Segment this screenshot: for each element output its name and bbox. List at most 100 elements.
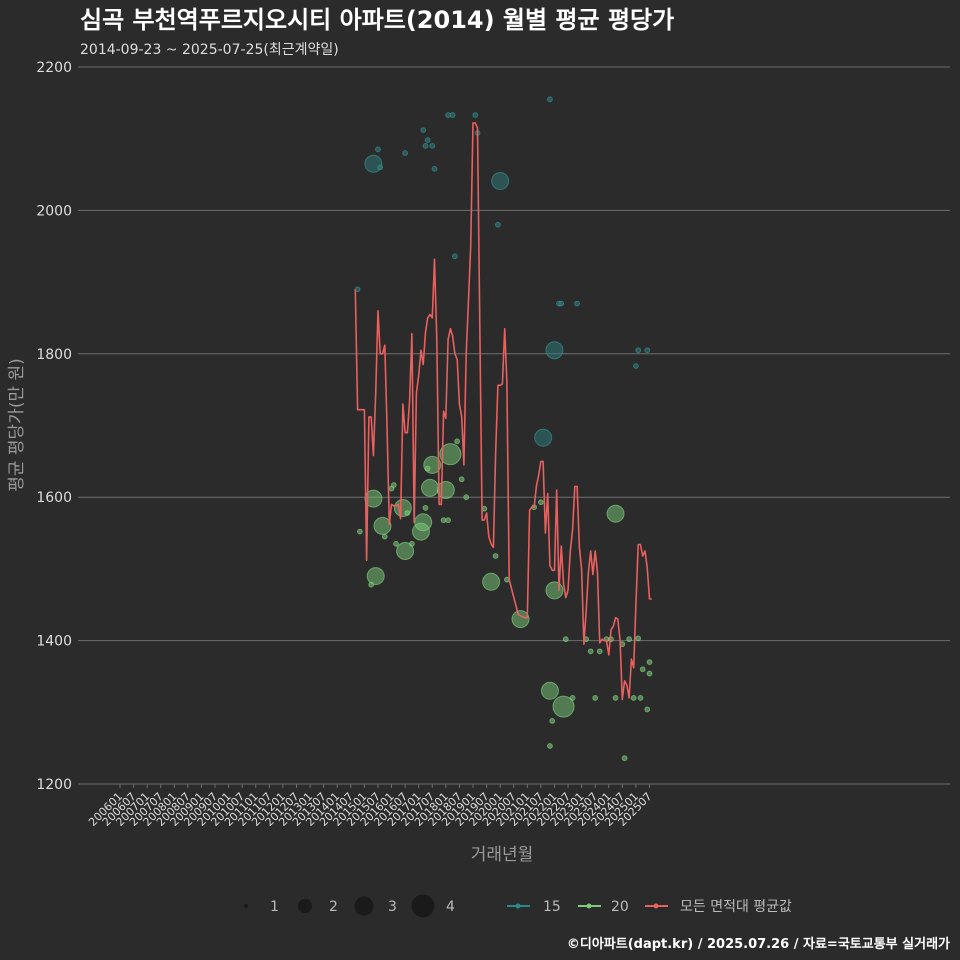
series-20-point (626, 636, 633, 643)
series-20-point (569, 695, 576, 701)
series-20-point (644, 706, 651, 713)
series-20-point (396, 541, 415, 560)
series-15-point (558, 300, 565, 307)
series-20-point (545, 581, 564, 600)
series-15-point (402, 150, 409, 156)
series-20-point (404, 510, 411, 516)
series-15-point (635, 347, 642, 354)
legend: 1 2 3 4 15 20 모든 면적대 평균값 (243, 894, 792, 918)
average-line (354, 122, 652, 701)
y-tick-label: 1600 (36, 490, 72, 506)
series-20-point (414, 513, 433, 532)
series-20-point (373, 516, 392, 535)
footer-credit: ©디아파트(dapt.kr) / 2025.07.26 / 자료=국토교통부 실… (567, 936, 950, 952)
series-15-point (420, 127, 427, 133)
series-15-point (644, 347, 651, 354)
legend-series-20-dot (586, 903, 592, 909)
series-15-point (633, 363, 639, 369)
series-20-point (587, 648, 594, 655)
series-20-point (421, 478, 440, 497)
legend-size-4: 4 (411, 894, 455, 918)
series-20-point (492, 553, 499, 559)
average-line-series (354, 122, 652, 701)
series-20-point (511, 610, 530, 629)
legend-series-15-dot (515, 903, 521, 909)
series-20-point (635, 635, 642, 642)
chart-title: 심곡 부천역푸르지오시티 아파트(2014) 월별 평균 평당가 (80, 6, 674, 34)
legend-series-average-dot (653, 903, 659, 909)
y-tick-label: 1400 (36, 634, 72, 650)
series-15-point (491, 172, 510, 191)
series-20-point (356, 528, 363, 535)
series-20-point (436, 481, 455, 500)
series-20-point (537, 499, 544, 506)
legend-size-3: 3 (354, 896, 397, 916)
series-15-point (574, 300, 580, 307)
series-15-point (451, 253, 458, 260)
grid-lines (78, 66, 950, 785)
series-15-point (472, 112, 479, 118)
legend-size-2-marker (298, 899, 312, 913)
legend-size-4-label: 4 (446, 899, 455, 915)
series-20-point (646, 659, 653, 666)
series-15-point (354, 286, 361, 293)
series-15-point (429, 142, 436, 149)
series-20-point (562, 636, 569, 643)
series-20-point (454, 438, 461, 445)
series-15-point (547, 96, 553, 103)
y-tick-label: 1800 (36, 347, 72, 363)
series-20-point (540, 681, 559, 700)
y-axis-label: 평균 평당가(만 원) (7, 358, 27, 492)
series-15-point (375, 146, 381, 153)
y-axis-ticks: 1200 1400 1600 1800 2000 2200 (36, 60, 72, 793)
series-20-point (621, 755, 628, 762)
series-20-point (637, 695, 644, 701)
series-20-point (630, 695, 637, 701)
legend-size-1-marker (243, 903, 249, 909)
series-15-point (377, 164, 384, 171)
series-20-point (596, 648, 603, 655)
legend-size-4-marker (411, 894, 435, 918)
series-20-point (445, 517, 452, 524)
series-20-point (381, 533, 388, 540)
series-20-point (393, 540, 399, 547)
legend-series-15-label: 15 (543, 899, 561, 915)
x-axis-ticks: 2006012006072007012007072008012008072009… (86, 784, 655, 829)
series-20-point (592, 695, 599, 701)
legend-size-2-label: 2 (329, 899, 338, 915)
series-20-point (409, 540, 415, 547)
series-15-point (431, 165, 438, 172)
legend-series-average: 모든 면적대 평균값 (645, 899, 792, 915)
series-20-point (606, 504, 625, 523)
series-20-point (458, 476, 465, 483)
series-20-point (552, 695, 575, 718)
series-20-point (549, 718, 556, 724)
series-20-point (612, 695, 619, 701)
legend-size-3-marker (354, 896, 374, 916)
series-20-point (547, 743, 553, 749)
series-15-point (422, 142, 429, 149)
legend-series-20: 20 (578, 899, 629, 915)
series-15-point (494, 221, 501, 228)
series-20-point (422, 505, 429, 511)
series-20-point (482, 572, 501, 591)
y-tick-label: 2200 (36, 60, 72, 76)
series-20-point (439, 443, 462, 466)
legend-size-1-label: 1 (270, 899, 279, 915)
series-20-point (390, 482, 397, 488)
series-15-point (424, 137, 431, 144)
legend-size-2: 2 (298, 899, 338, 915)
x-axis-label: 거래년월 (471, 845, 534, 865)
chart-subtitle: 2014-09-23 ~ 2025-07-25(최근계약일) (80, 42, 339, 58)
y-tick-label: 2000 (36, 203, 72, 219)
series-15-point (449, 112, 456, 118)
series-20-point (639, 666, 646, 673)
series-20-point (366, 567, 385, 586)
series-20-point (423, 455, 442, 474)
legend-series-average-label: 모든 면적대 평균값 (680, 899, 792, 915)
series-15-point (534, 428, 553, 447)
series-20-point (463, 494, 470, 501)
series-15-point (545, 341, 564, 360)
legend-size-3-label: 3 (388, 899, 397, 915)
